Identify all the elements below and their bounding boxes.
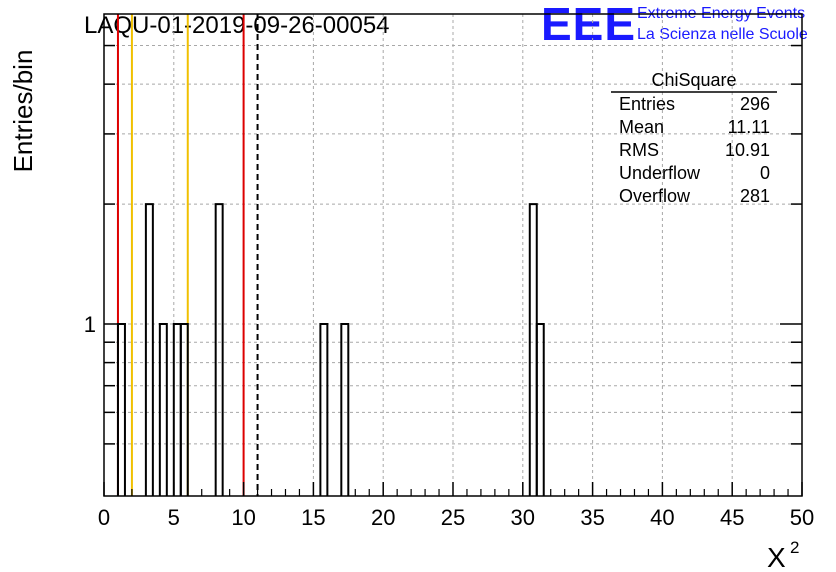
histogram-bar — [528, 203, 538, 496]
y-tick-label: 1 — [84, 312, 96, 337]
logo-line-2: La Scienza nelle Scuole — [637, 26, 808, 43]
histogram-bar — [172, 322, 182, 496]
histogram — [116, 203, 545, 496]
x-tick-label: 25 — [441, 505, 465, 530]
x-tick-label: 35 — [580, 505, 604, 530]
stats-row-label: Overflow — [619, 186, 691, 206]
x-tick-label: 15 — [301, 505, 325, 530]
stats-row-value: 10.91 — [725, 140, 770, 160]
x-tick-label: 45 — [720, 505, 744, 530]
x-tick-label: 20 — [371, 505, 395, 530]
stats-row-value: 296 — [740, 94, 770, 114]
histogram-bar — [116, 322, 126, 496]
stats-row-label: Entries — [619, 94, 675, 114]
stats-row-value: 11.11 — [728, 117, 770, 137]
x-tick-label: 50 — [790, 505, 814, 530]
stats-box: ChiSquare Entries 296 Mean 11.11 RMS 10.91 Und… — [611, 70, 777, 206]
x-axis-label-superscript: 2 — [790, 538, 799, 557]
histogram-bar — [158, 322, 168, 496]
stats-row-label: Mean — [619, 117, 664, 137]
eee-logo: EEE Extreme Energy Events La Scienza nel… — [541, 0, 808, 50]
stats-title: ChiSquare — [651, 70, 736, 90]
chart-title: LAQU-01-2019-09-26-00054 — [84, 12, 390, 39]
histogram-bar — [319, 322, 329, 496]
stats-row-value: 0 — [760, 163, 770, 183]
histogram-bar — [144, 203, 154, 496]
stats-row-value: 281 — [740, 186, 770, 206]
histogram-bar — [535, 322, 545, 496]
logo-mark: EEE — [541, 0, 636, 50]
x-tick-label: 30 — [511, 505, 535, 530]
x-tick-label: 5 — [168, 505, 180, 530]
histogram-bar — [340, 322, 350, 496]
y-axis-label: Entries/bin — [8, 50, 38, 173]
x-tick-label: 0 — [98, 505, 110, 530]
x-axis-label: X 2 — [767, 538, 799, 572]
histogram-bar — [214, 203, 224, 496]
histogram-bar — [179, 322, 189, 496]
stats-row-label: Underflow — [619, 163, 701, 183]
x-tick-label: 40 — [650, 505, 674, 530]
x-tick-label: 10 — [231, 505, 255, 530]
stats-row-label: RMS — [619, 140, 659, 160]
x-axis-label-text: X — [767, 542, 786, 572]
axes: 0 5 10 15 20 25 30 35 40 45 50 1 — [84, 13, 814, 530]
